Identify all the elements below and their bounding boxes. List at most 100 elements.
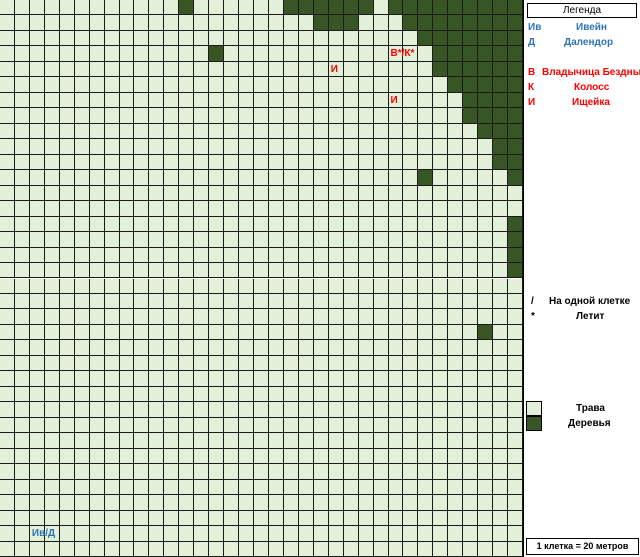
grass-cell [194, 293, 210, 310]
grass-cell [179, 170, 195, 186]
grass-cell [74, 479, 90, 496]
grass-cell [209, 402, 225, 418]
grass-cell [29, 541, 45, 557]
grass-cell [388, 386, 404, 403]
grass-cell [478, 541, 494, 557]
tree-cell [448, 77, 464, 93]
grass-cell [29, 0, 45, 16]
grass-cell [328, 139, 344, 155]
grass-cell [0, 247, 15, 264]
grass-cell [358, 417, 374, 434]
grass-cell [463, 417, 479, 434]
grass-cell [14, 123, 30, 140]
grass-cell [254, 216, 269, 233]
grass-cell [358, 185, 374, 202]
grass-cell [59, 46, 75, 62]
grass-cell [254, 201, 269, 217]
scale-note: 1 клетка = 20 метров [526, 538, 639, 555]
grass-cell [493, 247, 509, 264]
grass-cell [313, 263, 329, 279]
grass-cell [89, 278, 105, 294]
grass-cell [298, 309, 314, 325]
grass-cell [89, 139, 105, 155]
grass-cell [298, 201, 314, 217]
grass-cell [373, 278, 389, 294]
grass-cell [418, 247, 434, 264]
grass-cell [418, 433, 434, 449]
grass-cell [313, 123, 329, 140]
grass-cell [74, 448, 90, 465]
grass-cell [239, 30, 255, 47]
grass-cell [298, 371, 314, 387]
grass-cell [44, 170, 60, 186]
grass-cell [179, 309, 195, 325]
legend-title: Легенда [527, 3, 637, 18]
grass-cell [134, 309, 150, 325]
grass-cell [74, 340, 90, 356]
grass-cell [239, 278, 255, 294]
grass-cell [433, 510, 449, 527]
grass-cell [433, 386, 449, 403]
grass-cell [478, 464, 494, 480]
grass-cell [403, 355, 419, 372]
grass-cell [313, 464, 329, 480]
grass-cell [209, 340, 225, 356]
grass-cell [328, 154, 344, 171]
grass-cell [358, 61, 374, 78]
grass-cell [119, 154, 135, 171]
grass-cell [59, 216, 75, 233]
grass-cell [328, 526, 344, 542]
grass-cell [313, 185, 329, 202]
grass-cell [134, 479, 150, 496]
grass-cell [508, 464, 523, 480]
grass-cell [418, 278, 434, 294]
grass-cell [119, 510, 135, 527]
grass-cell [194, 123, 210, 140]
grass-cell [104, 201, 120, 217]
grass-cell [44, 355, 60, 372]
grass-cell [283, 278, 299, 294]
grass-cell [388, 247, 404, 264]
grass-cell [388, 402, 404, 418]
grass-cell [298, 293, 314, 310]
grass-cell [254, 108, 269, 124]
grass-cell [239, 139, 255, 155]
grass-cell [433, 77, 449, 93]
grass-cell [298, 433, 314, 449]
grass-cell [418, 309, 434, 325]
grass-cell [209, 526, 225, 542]
grass-cell [0, 293, 15, 310]
grass-cell [478, 170, 494, 186]
grass-cell [164, 402, 180, 418]
grass-cell [164, 170, 180, 186]
grass-cell [298, 170, 314, 186]
tree-cell [328, 15, 344, 31]
grass-cell [179, 46, 195, 62]
grass-cell [134, 402, 150, 418]
grass-cell [209, 185, 225, 202]
tree-cell [478, 324, 494, 341]
grass-cell [433, 309, 449, 325]
tree-cell [298, 0, 314, 16]
grass-cell [59, 293, 75, 310]
tree-cell [493, 61, 509, 78]
grass-cell [463, 464, 479, 480]
grass-cell [268, 92, 284, 109]
grass-cell [313, 247, 329, 264]
grass-cell [134, 77, 150, 93]
grass-cell [418, 464, 434, 480]
grass-cell [418, 77, 434, 93]
grass-cell [463, 185, 479, 202]
grass-cell [433, 526, 449, 542]
grass-cell [194, 216, 210, 233]
grass-cell [463, 247, 479, 264]
grass-cell [89, 433, 105, 449]
grass-cell [89, 15, 105, 31]
grass-cell [149, 402, 165, 418]
legend-enemy-name-ishcheyka: Ищейка [572, 97, 610, 108]
grass-cell [433, 448, 449, 465]
grass-cell [104, 433, 120, 449]
grass-cell [179, 479, 195, 496]
grass-cell [328, 108, 344, 124]
grass-cell [254, 92, 269, 109]
